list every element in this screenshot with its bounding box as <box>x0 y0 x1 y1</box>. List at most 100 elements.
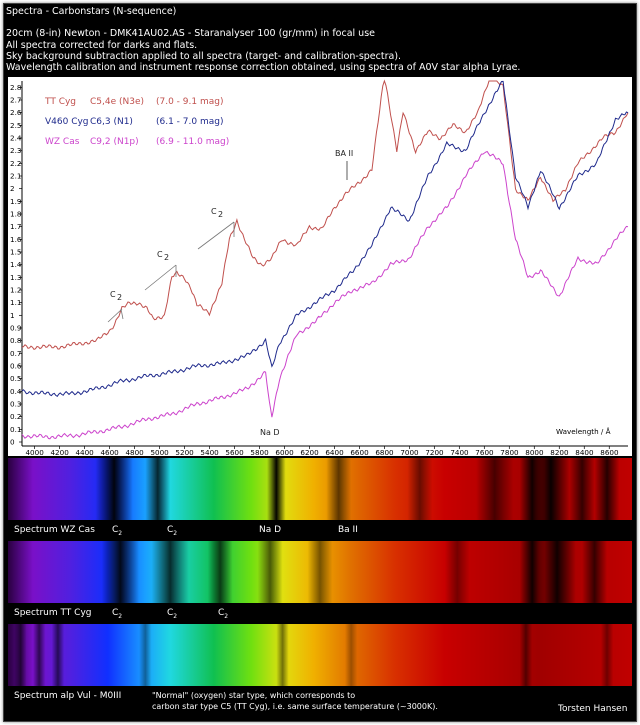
y-tick-label: 1.7 <box>10 222 21 231</box>
x-tick-label: 6400 <box>325 448 344 456</box>
x-tick-label: 6800 <box>375 448 394 456</box>
legend-magnitude: (6.9 - 11.0 mag) <box>156 137 229 147</box>
y-tick-label: 2.4 <box>10 134 22 143</box>
page-title: Spectra - Carbonstars (N-sequence) <box>6 6 177 17</box>
y-tick-label: 1.8 <box>10 210 22 219</box>
c2-sub: 2 <box>173 612 178 620</box>
spectrum-strip-tt-cyg <box>8 541 632 603</box>
x-tick-label: 6200 <box>300 448 319 456</box>
legend-magnitude: (7.0 - 9.1 mag) <box>156 97 223 107</box>
legend-spectral-type: C9,2 (N1p) <box>90 137 139 147</box>
legend-magnitude: (6.1 - 7.0 mag) <box>156 117 223 127</box>
ba-ii-annotation: BA II <box>335 149 353 158</box>
strip-label-alp-vul: Spectrum alp Vul - M0III "Normal" (oxyge… <box>8 687 632 717</box>
c2-annotation-sub: 2 <box>117 293 122 302</box>
x-tick-label: 5400 <box>200 448 219 456</box>
x-tick-label: 7200 <box>425 448 444 456</box>
x-tick-label: 4000 <box>25 448 44 456</box>
x-tick-label: 4600 <box>100 448 119 456</box>
comparison-note-2: carbon star type C5 (TT Cyg), i.e. same … <box>152 702 438 711</box>
y-tick-label: 1.6 <box>10 235 22 244</box>
c2-sub: 2 <box>118 529 123 537</box>
x-tick-label: 7600 <box>475 448 494 456</box>
note-line-1: All spectra corrected for darks and flat… <box>6 39 198 51</box>
setup-line: 20cm (8-in) Newton - DMK41AU02.AS - Star… <box>6 28 375 40</box>
y-tick-label: 0.1 <box>10 425 21 434</box>
legend-star-name: WZ Cas <box>45 137 80 147</box>
c2-mark: C2 <box>218 608 228 620</box>
y-tick-label: 2.8 <box>10 83 22 92</box>
strip-label-tt-cyg: Spectrum TT Cyg C2 C2 C2 <box>8 604 632 623</box>
y-tick-label: 1.3 <box>10 273 21 282</box>
y-tick-label: 2.1 <box>10 172 21 181</box>
c2-sub: 2 <box>173 529 178 537</box>
c2-sub: 2 <box>118 612 123 620</box>
x-tick-label: 8000 <box>525 448 544 456</box>
y-tick-label: 0 <box>10 438 15 447</box>
c2-annotation-sub: 2 <box>218 210 223 219</box>
y-tick-label: 0.8 <box>10 336 22 345</box>
note-line-3: Wavelength calibration and instrument re… <box>6 62 521 74</box>
x-tick-label: 5800 <box>250 448 269 456</box>
comparison-note-1: "Normal" (oxygen) star type, which corre… <box>152 691 356 700</box>
x-tick-label: 5600 <box>225 448 244 456</box>
x-tick-label: 5200 <box>175 448 194 456</box>
y-tick-label: 1 <box>10 311 15 320</box>
x-tick-label: 8400 <box>575 448 594 456</box>
c2-text: C <box>112 525 119 535</box>
c2-mark: C2 <box>112 608 122 620</box>
strip-label-wz-cas: Spectrum WZ Cas C2 C2 Na D Ba II <box>8 521 632 540</box>
ba-ii-mark: Ba II <box>338 525 358 535</box>
strip-title: Spectrum WZ Cas <box>14 525 95 535</box>
spectrum-strip-alp-vul <box>8 624 632 686</box>
spectrum-strip-wz-cas <box>8 458 632 520</box>
y-tick-label: 0.9 <box>10 324 22 333</box>
y-tick-label: 2.5 <box>10 121 21 130</box>
y-tick-label: 0.4 <box>10 387 22 396</box>
c2-sub: 2 <box>224 612 229 620</box>
y-tick-label: 2.2 <box>10 159 21 168</box>
y-tick-label: 1.9 <box>10 197 22 206</box>
c2-text: C <box>167 608 174 618</box>
c2-mark: C2 <box>167 608 177 620</box>
c2-annotation: C <box>110 290 116 299</box>
y-tick-label: 2.3 <box>10 146 21 155</box>
legend-spectral-type: C5,4e (N3e) <box>90 97 144 107</box>
c2-text: C <box>218 608 225 618</box>
spectrum-plot: 0 0.1 0.2 0.3 0.4 0.5 0.6 0.7 0.8 0.9 1 1.1 1.2 1.3 1.… <box>8 77 632 456</box>
na-d-mark: Na D <box>259 525 282 535</box>
series-line-v460-cyg <box>21 80 629 397</box>
c2-marker-line <box>107 308 123 323</box>
x-tick-label: 4800 <box>125 448 144 456</box>
c2-annotation: C <box>157 250 163 259</box>
x-tick-label: 6600 <box>350 448 369 456</box>
x-tick-label: 4200 <box>50 448 69 456</box>
c2-marker-line <box>197 221 235 250</box>
y-tick-label: 2.7 <box>10 96 21 105</box>
y-tick-label: 1.4 <box>10 260 22 269</box>
legend-star-name: V460 Cyg <box>45 117 89 127</box>
series-line-wz-cas <box>21 150 629 440</box>
x-axis-label: Wavelength / Å <box>556 427 611 436</box>
x-tick-label: 6000 <box>275 448 294 456</box>
x-tick-label: 5000 <box>150 448 169 456</box>
x-tick-label: 7000 <box>400 448 419 456</box>
y-tick-label: 2.6 <box>10 108 22 117</box>
y-tick-label: 0.3 <box>10 400 21 409</box>
c2-mark: C2 <box>112 525 122 537</box>
legend-spectral-type: C6,3 (N1) <box>90 117 133 127</box>
c2-marker-tick <box>120 308 124 320</box>
author-credit: Torsten Hansen <box>558 704 628 714</box>
chart-svg: 0 0.1 0.2 0.3 0.4 0.5 0.6 0.7 0.8 0.9 1 1.1 1.2 1.3 1.… <box>10 79 629 456</box>
x-tick-label: 8200 <box>550 448 569 456</box>
y-tick-label: 1.2 <box>10 286 21 295</box>
legend-star-name: TT Cyg <box>44 97 76 107</box>
strip-title: Spectrum TT Cyg <box>14 608 92 618</box>
na-d-annotation: Na D <box>260 428 280 437</box>
c2-annotation: C <box>211 207 217 216</box>
y-tick-label: 2 <box>10 184 15 193</box>
x-tick-label: 7800 <box>500 448 519 456</box>
header-text: Spectra - Carbonstars (N-sequence) 20cm … <box>6 6 626 73</box>
c2-text: C <box>167 525 174 535</box>
c2-annotation-sub: 2 <box>164 253 169 262</box>
